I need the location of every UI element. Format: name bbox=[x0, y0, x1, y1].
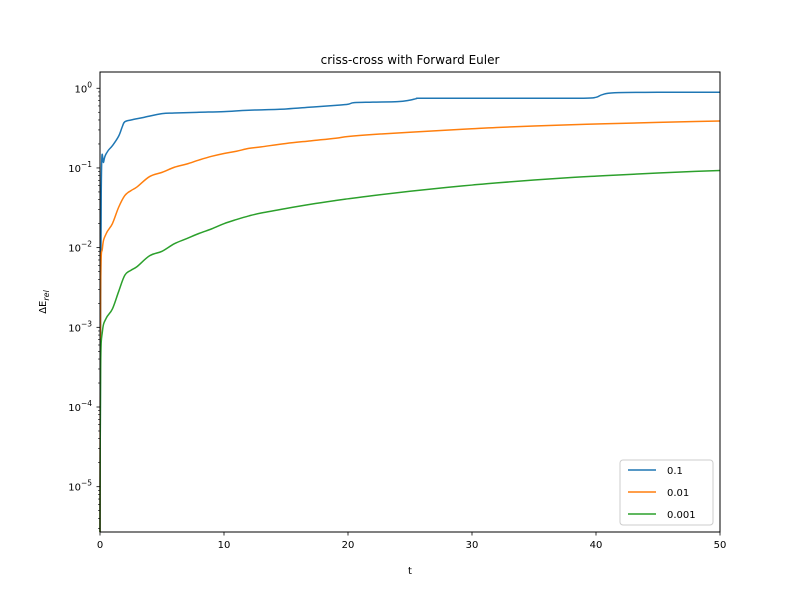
y-tick-label: 10−4 bbox=[68, 399, 92, 414]
series-line-0.01 bbox=[99, 120, 721, 533]
x-tick-label: 20 bbox=[342, 540, 355, 551]
y-axis-label: ΔErel bbox=[38, 289, 51, 313]
x-axis-label: t bbox=[408, 566, 412, 577]
legend: 0.1 0.01 0.001 bbox=[619, 459, 714, 526]
y-tick-label: 10−5 bbox=[68, 479, 92, 494]
x-tick-label: 40 bbox=[590, 540, 603, 551]
y-tick-label: 10−2 bbox=[68, 240, 92, 255]
y-axis-label-sub: rel bbox=[42, 289, 51, 300]
plot-area bbox=[99, 71, 721, 533]
y-tick-label: 10−3 bbox=[68, 319, 92, 334]
y-axis-label-main: ΔE bbox=[38, 301, 49, 314]
series-layer bbox=[99, 91, 721, 533]
x-tick-label: 0 bbox=[97, 540, 103, 551]
x-axis: 0 10 20 30 40 50 bbox=[97, 532, 727, 551]
x-tick-label: 30 bbox=[466, 540, 479, 551]
legend-label-0.001: 0.001 bbox=[667, 510, 696, 521]
axes-frame bbox=[99, 71, 721, 533]
series-line-0.1 bbox=[99, 91, 721, 533]
legend-label-0.1: 0.1 bbox=[667, 466, 683, 477]
legend-box bbox=[619, 459, 714, 526]
x-tick-label: 10 bbox=[218, 540, 231, 551]
y-tick-label: 10−1 bbox=[68, 160, 92, 175]
x-tick-label: 50 bbox=[714, 540, 727, 551]
legend-label-0.01: 0.01 bbox=[667, 488, 689, 499]
y-tick-label: 100 bbox=[74, 80, 92, 95]
chart-title: criss-cross with Forward Euler bbox=[321, 53, 500, 67]
series-line-0.001 bbox=[99, 169, 721, 533]
y-axis: 10−5 10−4 10−3 10−2 10−1 100 bbox=[68, 80, 100, 529]
